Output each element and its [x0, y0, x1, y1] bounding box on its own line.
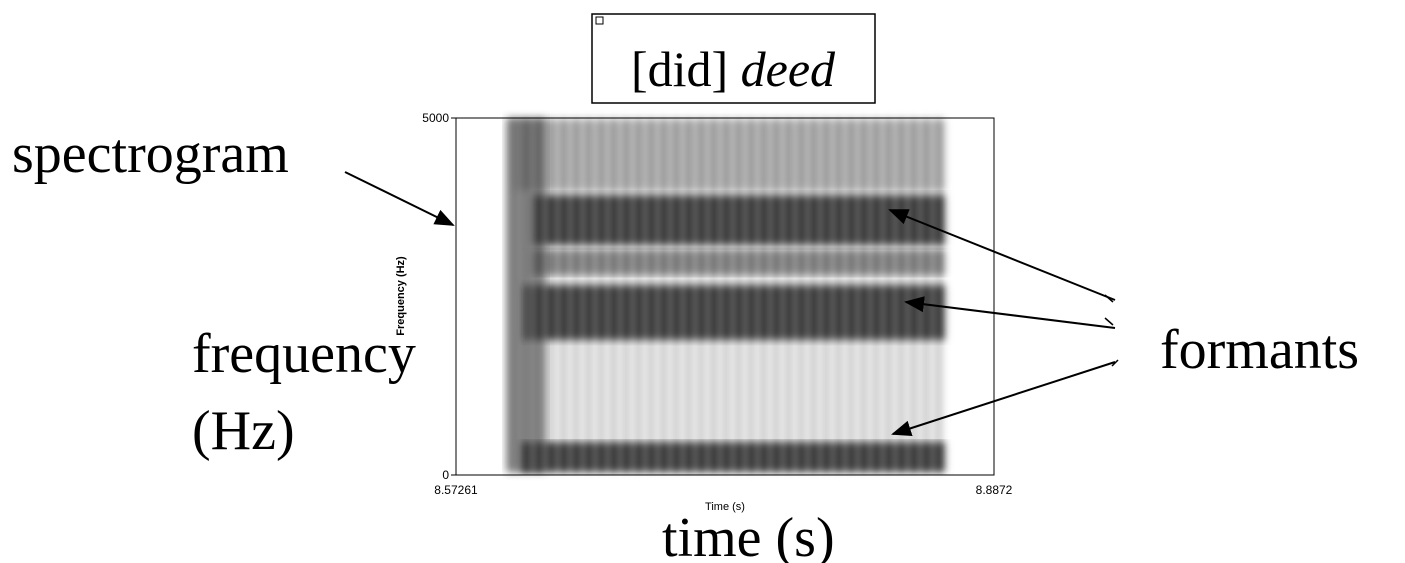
arrows — [344, 171, 1119, 437]
formants-label: formants — [1160, 319, 1359, 381]
time-label: time (s) — [662, 507, 835, 563]
handle — [595, 16, 604, 25]
title-word: deed — [741, 41, 836, 97]
y-bottom-label: 0 — [442, 468, 449, 482]
frequency-unit-label: (Hz) — [192, 400, 295, 462]
title: [did] deed — [631, 41, 836, 97]
frequency-label: frequency — [192, 323, 416, 385]
x-end-label: 8.8872 — [976, 483, 1013, 497]
y-top-label: 5000 — [422, 111, 449, 125]
spectrogram-image — [456, 118, 994, 475]
spectrogram-label: spectrogram — [12, 123, 289, 185]
y-axis-label: Frequency (Hz) — [395, 256, 407, 336]
plot-frame — [455, 117, 995, 476]
title-box — [591, 13, 876, 104]
x-start-label: 8.57261 — [434, 483, 478, 497]
title-phonetic: [did] — [631, 41, 728, 97]
x-axis-label: Time (s) — [705, 501, 745, 513]
